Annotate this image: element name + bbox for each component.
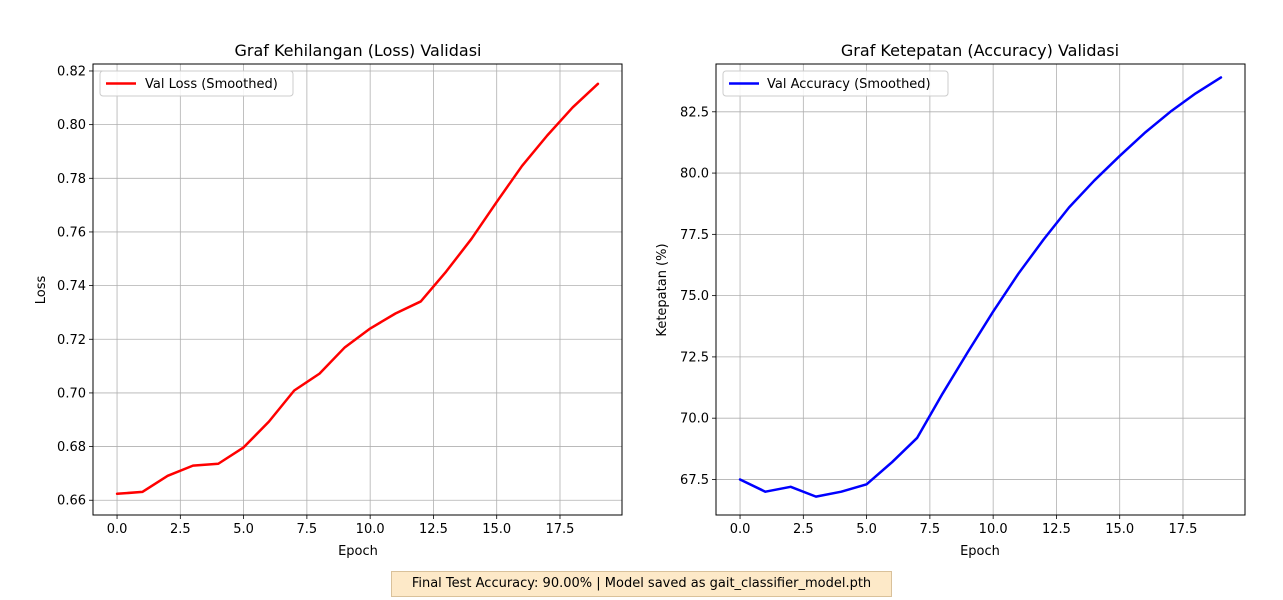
y-tick-label: 0.76 bbox=[57, 225, 86, 240]
y-tick-label: 0.74 bbox=[57, 279, 86, 294]
x-tick-label: 7.5 bbox=[920, 522, 941, 537]
loss-chart-xticks: 0.0 2.5 5.0 7.5 10.0 12.5 15.0 17.5 bbox=[107, 515, 575, 537]
loss-chart-series bbox=[115, 82, 600, 496]
loss-chart-frame bbox=[92, 63, 623, 516]
y-tick-label: 0.68 bbox=[57, 440, 86, 455]
y-tick-label: 0.66 bbox=[57, 494, 86, 509]
y-tick-label: 0.78 bbox=[57, 172, 86, 187]
x-tick-label: 5.0 bbox=[856, 522, 877, 537]
legend-label: Val Loss (Smoothed) bbox=[145, 77, 278, 92]
y-tick-label: 70.0 bbox=[680, 412, 709, 427]
loss-chart-ylabel: Loss bbox=[34, 276, 49, 305]
series-line bbox=[115, 82, 600, 496]
legend-box bbox=[99, 70, 294, 97]
y-tick-label: 0.82 bbox=[57, 64, 86, 79]
x-tick-label: 15.0 bbox=[482, 522, 511, 537]
accuracy-chart-grid bbox=[716, 64, 1245, 515]
y-tick-label: 0.80 bbox=[57, 118, 86, 133]
x-tick-label: 0.0 bbox=[730, 522, 751, 537]
x-tick-label: 5.0 bbox=[233, 522, 254, 537]
figure: Graf Kehilangan (Loss) Validasi 0.0 2.5 5.… bbox=[34, 41, 1246, 559]
x-tick-label: 17.5 bbox=[1169, 522, 1198, 537]
series-line bbox=[738, 76, 1223, 498]
loss-chart-yticks: 0.66 0.68 0.70 0.72 0.74 0.76 0.78 0.80 0.82 bbox=[57, 64, 93, 509]
accuracy-chart-title: Graf Ketepatan (Accuracy) Validasi bbox=[841, 41, 1119, 60]
y-tick-label: 0.70 bbox=[57, 386, 86, 401]
y-tick-label: 67.5 bbox=[680, 473, 709, 488]
status-footer: Final Test Accuracy: 90.00% | Model save… bbox=[391, 571, 892, 597]
y-tick-label: 77.5 bbox=[680, 228, 709, 243]
legend-label: Val Accuracy (Smoothed) bbox=[767, 77, 931, 92]
y-tick-label: 75.0 bbox=[680, 289, 709, 304]
accuracy-chart: Graf Ketepatan (Accuracy) Validasi 0.0 2.… bbox=[655, 41, 1246, 559]
x-tick-label: 2.5 bbox=[793, 522, 814, 537]
accuracy-chart-series bbox=[738, 76, 1223, 498]
loss-chart-legend: Val Loss (Smoothed) bbox=[99, 70, 294, 97]
loss-chart-xlabel: Epoch bbox=[338, 544, 378, 559]
x-tick-label: 10.0 bbox=[979, 522, 1008, 537]
y-tick-label: 0.72 bbox=[57, 333, 86, 348]
accuracy-chart-xticks: 0.0 2.5 5.0 7.5 10.0 12.5 15.0 17.5 bbox=[730, 515, 1198, 537]
x-tick-label: 12.5 bbox=[419, 522, 448, 537]
loss-chart-grid bbox=[93, 64, 622, 515]
x-tick-label: 15.0 bbox=[1105, 522, 1134, 537]
x-tick-label: 10.0 bbox=[356, 522, 385, 537]
accuracy-chart-yticks: 67.5 70.0 72.5 75.0 77.5 80.0 82.5 bbox=[680, 105, 716, 488]
y-tick-label: 80.0 bbox=[680, 167, 709, 182]
x-tick-label: 17.5 bbox=[546, 522, 575, 537]
y-tick-label: 72.5 bbox=[680, 350, 709, 365]
x-tick-label: 0.0 bbox=[107, 522, 128, 537]
x-tick-label: 12.5 bbox=[1042, 522, 1071, 537]
loss-chart-title: Graf Kehilangan (Loss) Validasi bbox=[234, 41, 481, 60]
accuracy-chart-ylabel: Ketepatan (%) bbox=[655, 243, 670, 336]
legend-box bbox=[722, 70, 949, 97]
x-tick-label: 7.5 bbox=[297, 522, 318, 537]
y-tick-label: 82.5 bbox=[680, 105, 709, 120]
x-tick-label: 2.5 bbox=[170, 522, 191, 537]
loss-chart: Graf Kehilangan (Loss) Validasi 0.0 2.5 5.… bbox=[34, 41, 623, 559]
accuracy-chart-xlabel: Epoch bbox=[960, 544, 1000, 559]
accuracy-chart-legend: Val Accuracy (Smoothed) bbox=[722, 70, 949, 97]
accuracy-chart-frame bbox=[715, 63, 1246, 516]
